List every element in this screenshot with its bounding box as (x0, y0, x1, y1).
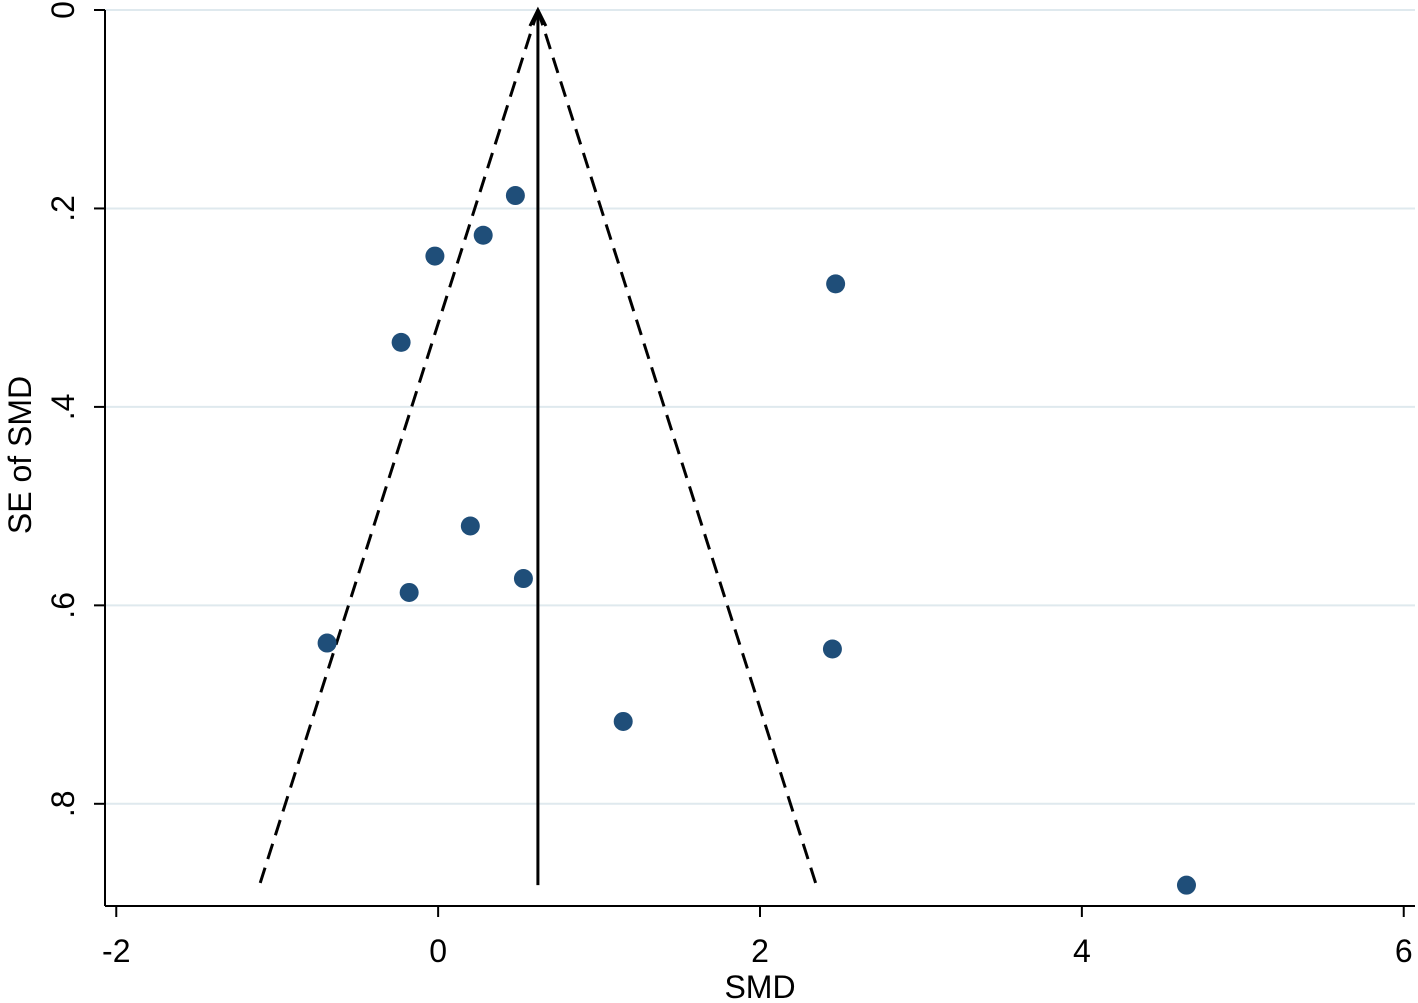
data-points (317, 186, 1196, 895)
data-point-11 (1176, 875, 1196, 895)
data-point-8 (317, 633, 337, 653)
x-tick-label-0: -2 (102, 933, 130, 969)
funnel-left-boundary (258, 9, 540, 886)
data-point-5 (460, 516, 480, 536)
pooled-estimate-arrowhead (528, 6, 548, 27)
data-point-10 (613, 711, 633, 731)
data-point-7 (399, 582, 419, 602)
data-point-9 (822, 639, 842, 659)
funnel (258, 6, 818, 886)
data-point-1 (473, 225, 493, 245)
x-tick-label-2: 2 (751, 933, 769, 969)
y-tick-label-1: .2 (45, 195, 81, 222)
x-tick-label-3: 4 (1073, 933, 1091, 969)
data-point-3 (826, 274, 846, 294)
x-axis-label: SMD (724, 969, 795, 1003)
y-tick-label-3: .6 (45, 592, 81, 619)
y-tick-label-0: 0 (45, 1, 81, 19)
data-point-2 (425, 246, 445, 266)
axes: 0 .2 .4 .6 .8 -2 0 2 4 6 (45, 1, 1415, 969)
data-point-6 (513, 569, 533, 589)
data-point-4 (391, 332, 411, 352)
y-tick-label-4: .8 (45, 790, 81, 817)
x-tick-label-4: 6 (1395, 933, 1413, 969)
y-axis-label: SE of SMD (2, 376, 38, 534)
x-tick-label-1: 0 (429, 933, 447, 969)
data-point-0 (505, 186, 525, 206)
grid-lines (105, 9, 1415, 805)
y-tick-label-2: .4 (45, 394, 81, 421)
funnel-right-boundary (536, 9, 818, 886)
